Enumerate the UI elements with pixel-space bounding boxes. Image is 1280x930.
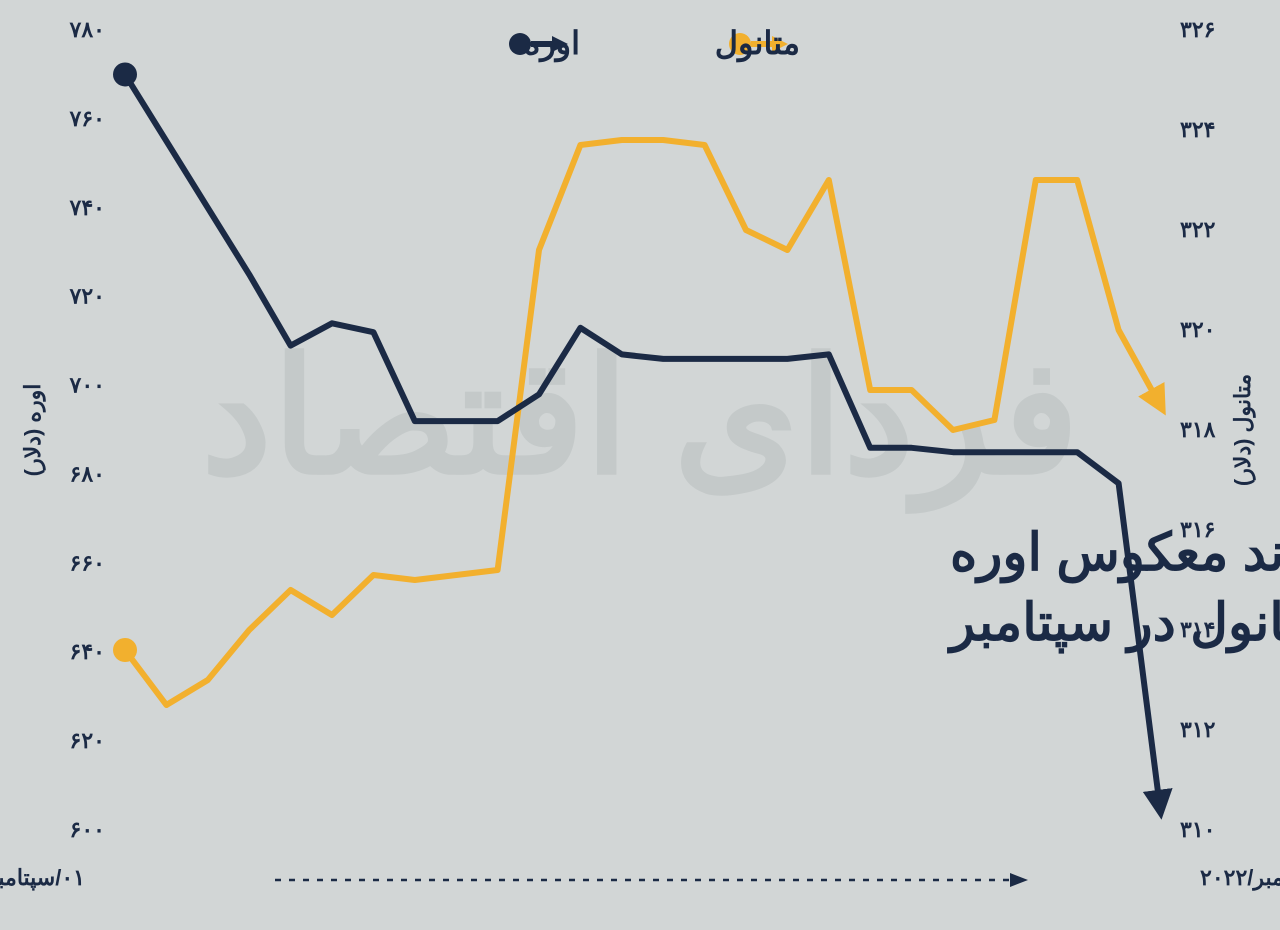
svg-text:۳۱۸: ۳۱۸ [1180, 417, 1216, 442]
svg-text:۶۶۰: ۶۶۰ [70, 550, 105, 575]
svg-text:۳۱۲: ۳۱۲ [1180, 717, 1216, 742]
x-end-label: ۳۰/سپتامبر/۲۰۲۲ [1200, 865, 1280, 892]
svg-text:۶۸۰: ۶۸۰ [70, 461, 105, 486]
svg-text:و متانول در سپتامبر: و متانول در سپتامبر [947, 594, 1280, 654]
svg-text:۳۲۴: ۳۲۴ [1180, 117, 1215, 142]
svg-text:۶۰۰: ۶۰۰ [70, 817, 105, 842]
svg-text:روند معکوس اوره: روند معکوس اوره [950, 524, 1280, 584]
svg-text:۷۸۰: ۷۸۰ [69, 17, 105, 42]
svg-text:۷۴۰: ۷۴۰ [69, 195, 105, 220]
svg-text:۷۶۰: ۷۶۰ [69, 106, 105, 131]
svg-text:۷۲۰: ۷۲۰ [69, 284, 105, 309]
x-start-label: ۰۱/سپتامبر/۲۰۲۲ [0, 865, 85, 892]
svg-text:۳۱۰: ۳۱۰ [1180, 817, 1215, 842]
y-right-title: متانول (دلار) [1230, 374, 1256, 486]
svg-text:۶۴۰: ۶۴۰ [70, 639, 105, 664]
y-right-axis: ۳۱۰۳۱۲۳۱۴۳۱۶۳۱۸۳۲۰۳۲۲۳۲۴۳۲۶ [1180, 17, 1216, 842]
legend-item: متانول [715, 25, 800, 63]
series-methanol-start-marker [113, 638, 137, 662]
legend-label: اوره [523, 25, 580, 63]
chart-container: فردای اقتصاد۶۰۰۶۲۰۶۴۰۶۶۰۶۸۰۷۰۰۷۲۰۷۴۰۷۶۰۷… [0, 0, 1280, 930]
svg-text:۶۲۰: ۶۲۰ [70, 728, 105, 753]
series-urea-start-marker [113, 62, 137, 86]
svg-text:۳۲۶: ۳۲۶ [1180, 17, 1215, 42]
svg-text:۳۲۲: ۳۲۲ [1180, 217, 1216, 242]
svg-text:۳۲۰: ۳۲۰ [1180, 317, 1215, 342]
legend-label: متانول [715, 25, 800, 63]
y-left-title: اوره (دلار) [20, 384, 46, 477]
svg-text:۷۰۰: ۷۰۰ [69, 373, 105, 398]
